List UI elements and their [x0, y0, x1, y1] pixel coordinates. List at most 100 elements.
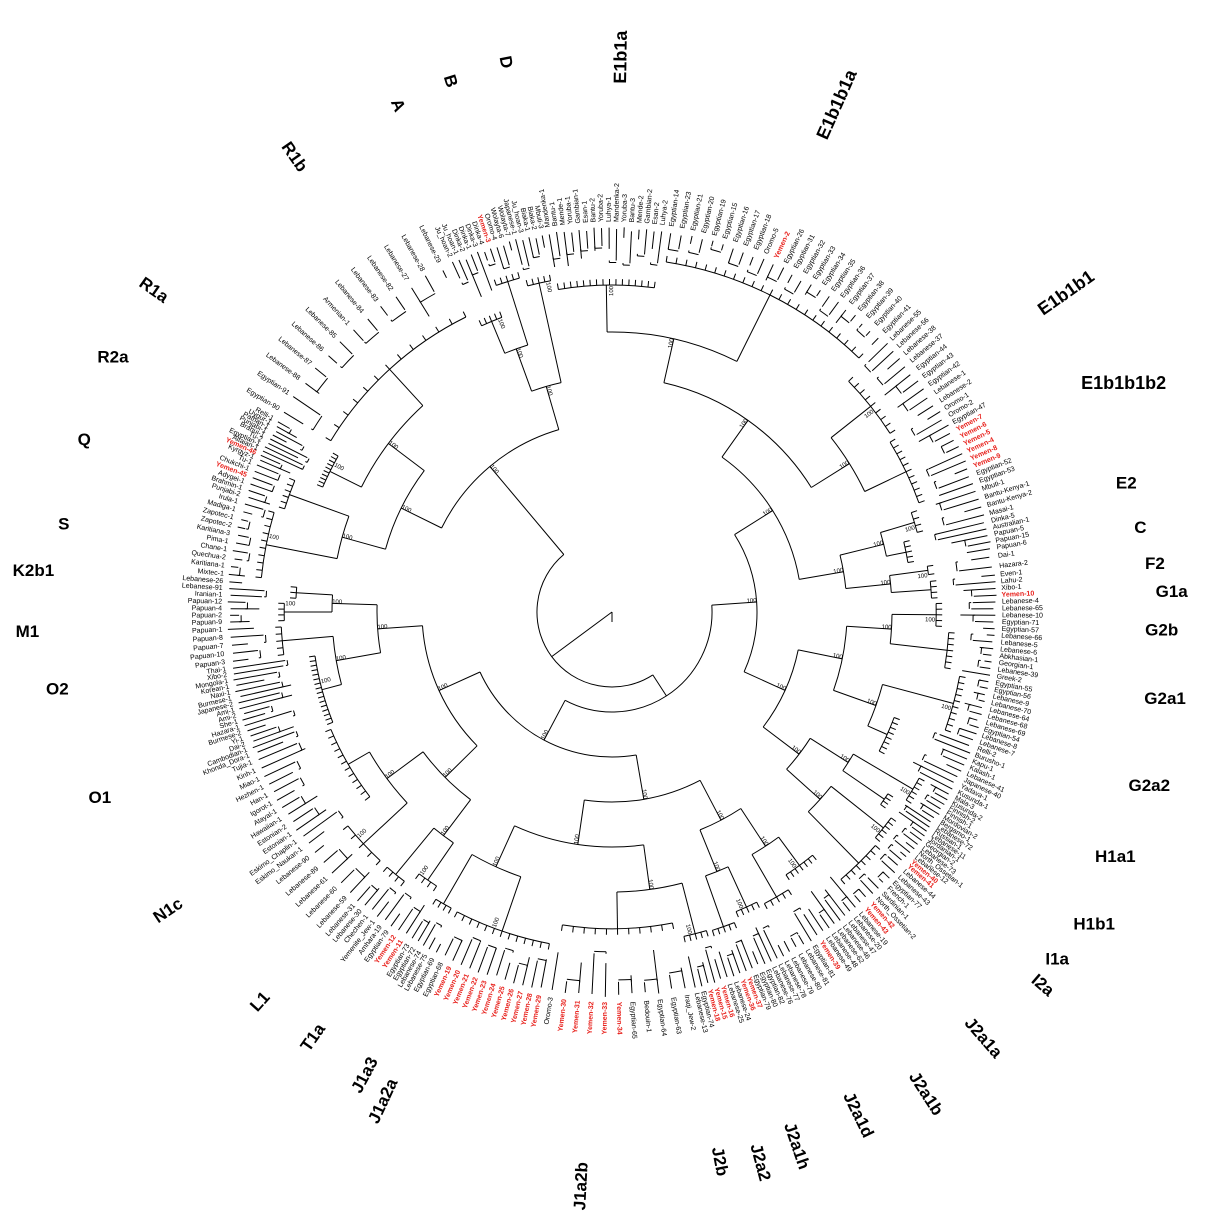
haplogroup-label: G1a — [1156, 582, 1189, 601]
clade-stem — [885, 422, 891, 427]
clade-stem — [915, 523, 922, 527]
internal-bootstrap: 100 — [775, 683, 787, 693]
subclade-arc — [939, 503, 943, 511]
clade-stem — [763, 903, 768, 910]
leaf-label: Papuan-10 — [190, 651, 225, 662]
leaf-branch — [411, 921, 423, 939]
leaf-branch — [643, 982, 646, 993]
leaf-label: Gambian-1 — [572, 188, 582, 223]
subclade-arc — [858, 873, 865, 880]
leaf-branch — [698, 239, 703, 253]
clade-stem — [282, 494, 289, 498]
leaf-branch — [934, 792, 948, 801]
leaf-branch — [784, 287, 786, 290]
internal-branch — [839, 543, 884, 556]
clade-stem — [945, 729, 952, 733]
leaf-branch — [916, 419, 942, 435]
clade-stem — [314, 682, 321, 685]
leaf-branch — [578, 230, 582, 259]
clade-stem — [733, 273, 737, 280]
clade-stem — [505, 275, 509, 282]
leaf-branch — [340, 869, 355, 884]
clade-stem — [843, 339, 849, 345]
leaf-branch — [955, 581, 996, 586]
internal-branch — [443, 799, 471, 836]
subclade-arc — [316, 377, 328, 393]
internal-bootstrap: 100 — [442, 767, 454, 779]
subclade-arc — [933, 481, 938, 489]
leaf-branch — [942, 755, 965, 766]
clade-stem — [517, 272, 520, 279]
leaf-branch — [689, 235, 693, 244]
subclade-arc — [976, 693, 979, 700]
clade-bootstrap: 100 — [864, 409, 876, 420]
haplogroup-label: F2 — [1145, 554, 1165, 573]
subclade-arc — [566, 253, 575, 256]
subclade-arc — [669, 970, 682, 974]
haplogroup-label: O2 — [46, 679, 69, 698]
leaf-branch — [963, 588, 996, 591]
subclade-arc — [286, 660, 289, 666]
leaf-label: Lahu-2 — [1001, 577, 1023, 586]
leaf-branch — [984, 660, 992, 663]
leaf-branch — [308, 831, 325, 844]
internal-bootstrap: 100 — [332, 599, 343, 605]
leaf-branch — [230, 566, 239, 568]
leaf-branch — [796, 932, 799, 935]
internal-branch — [681, 882, 696, 934]
leaf-branch — [227, 627, 254, 630]
clade-stem — [468, 918, 473, 925]
clade-stem — [711, 930, 715, 937]
leaf-branch — [548, 234, 556, 268]
leaf-label: Egyptian-71 — [1002, 619, 1040, 627]
leaf-branch — [496, 949, 506, 976]
clade-stem — [947, 649, 954, 652]
leaf-branch — [229, 581, 243, 584]
clade-stem — [799, 865, 804, 871]
clade-stem — [375, 860, 381, 866]
subclade-arc — [533, 256, 540, 259]
leaf-branch — [905, 810, 930, 828]
clade-stem — [348, 772, 354, 778]
leaf-branch — [551, 952, 559, 990]
leaf-branch — [380, 305, 388, 316]
clade-stem — [820, 320, 825, 327]
clade-stem — [905, 799, 912, 804]
internal-branch — [388, 443, 425, 471]
internal-arc — [360, 405, 424, 488]
clade-stem — [388, 871, 394, 877]
subclade-arc — [301, 446, 305, 451]
leaf-branch — [489, 248, 496, 263]
leaf-branch — [894, 840, 911, 853]
leaf-branch — [934, 732, 937, 734]
clade-stem — [453, 911, 458, 918]
leaf-branch — [262, 450, 302, 470]
internal-arc — [536, 554, 654, 688]
clade-stem — [850, 869, 856, 875]
clade-bootstrap: 100 — [940, 704, 952, 713]
clade-stem — [582, 280, 585, 287]
leaf-branch — [749, 256, 754, 266]
clade-stem — [740, 909, 745, 916]
subclade-arc — [453, 936, 463, 941]
subclade-arc — [293, 710, 296, 716]
haplogroup-label: E1b1b1a — [812, 66, 861, 143]
clade-stem — [317, 695, 325, 699]
leaf-branch — [477, 946, 488, 973]
clade-stem — [807, 858, 813, 864]
leaf-branch — [276, 426, 297, 439]
leaf-branch — [871, 350, 894, 372]
subclade-arc — [389, 887, 397, 893]
internal-bootstrap: 100 — [880, 580, 891, 587]
leaf-branch — [470, 254, 479, 271]
leaf-branch — [973, 594, 997, 597]
leaf-branch — [882, 871, 885, 874]
clade-stem — [803, 861, 808, 868]
clade-stem — [735, 911, 739, 918]
internal-branch — [751, 854, 777, 898]
leaf-branch — [314, 845, 325, 853]
leaf-branch — [727, 957, 735, 977]
leaf-branch — [974, 621, 994, 623]
clade-stem — [323, 713, 330, 717]
internal-branch — [491, 321, 506, 354]
